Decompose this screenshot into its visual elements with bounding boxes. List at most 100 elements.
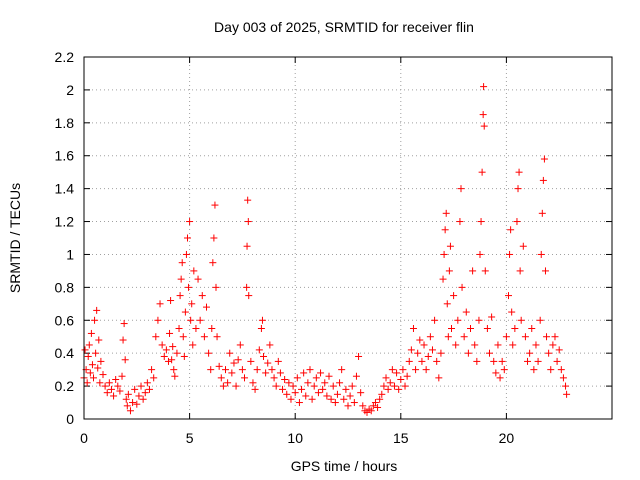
data-point <box>384 385 392 393</box>
data-point <box>283 390 291 398</box>
data-point <box>93 306 101 314</box>
data-point <box>367 407 375 415</box>
data-point <box>179 333 187 341</box>
data-point <box>123 402 131 410</box>
data-point <box>321 379 329 387</box>
y-tick-label: 2 <box>66 82 74 98</box>
data-point <box>333 390 341 398</box>
data-point <box>103 389 111 397</box>
data-point <box>213 333 221 341</box>
data-point <box>183 234 191 242</box>
y-tick-label: 1.2 <box>55 214 75 230</box>
data-point <box>175 325 183 332</box>
data-point <box>241 374 249 382</box>
data-point <box>388 366 396 374</box>
data-point <box>219 382 227 390</box>
y-tick-label: 1.8 <box>55 115 75 131</box>
data-point <box>539 176 547 184</box>
data-point <box>88 361 96 369</box>
x-tick-label: 5 <box>186 430 194 446</box>
data-point <box>440 250 448 258</box>
data-point <box>304 379 312 387</box>
data-point <box>84 352 92 360</box>
data-point <box>97 357 105 365</box>
data-point <box>317 369 325 377</box>
data-point <box>399 366 407 374</box>
data-point <box>538 209 546 217</box>
chart-title: Day 003 of 2025, SRMTID for receiver fli… <box>214 19 474 35</box>
data-point <box>118 372 126 380</box>
data-point <box>433 357 441 365</box>
data-point <box>439 275 447 283</box>
data-point <box>116 387 124 395</box>
data-point <box>447 325 455 332</box>
data-point <box>378 390 386 398</box>
data-point <box>243 283 251 291</box>
data-point <box>323 392 331 400</box>
data-point <box>152 333 160 341</box>
data-point <box>91 316 99 324</box>
data-point <box>457 185 465 193</box>
data-point <box>380 382 388 390</box>
data-point <box>532 341 540 349</box>
data-point <box>350 399 358 407</box>
data-point <box>287 395 295 403</box>
data-point <box>508 308 516 316</box>
data-point <box>158 341 166 349</box>
data-point <box>101 382 109 390</box>
data-point <box>336 379 344 387</box>
data-point <box>126 407 134 415</box>
data-point <box>329 382 337 390</box>
data-point <box>357 389 365 397</box>
data-point <box>185 283 193 291</box>
data-point <box>516 267 524 275</box>
data-point <box>121 356 129 364</box>
data-point <box>543 333 551 341</box>
data-point <box>426 333 434 341</box>
data-point <box>276 369 284 377</box>
data-point <box>443 300 451 308</box>
x-tick-label: 10 <box>287 430 303 446</box>
data-point <box>452 341 460 349</box>
data-point <box>553 357 561 365</box>
data-point <box>477 218 485 226</box>
data-point <box>99 371 107 379</box>
data-point <box>133 400 141 408</box>
data-point <box>215 362 223 370</box>
data-point <box>300 369 308 377</box>
data-point <box>478 168 486 176</box>
data-point <box>403 372 411 380</box>
data-point <box>319 385 327 393</box>
data-point <box>81 346 89 354</box>
data-point <box>86 369 94 377</box>
data-point <box>462 308 470 316</box>
x-tick-label: 0 <box>80 430 88 446</box>
data-point <box>230 359 238 367</box>
data-point <box>488 313 496 321</box>
data-point <box>209 259 217 267</box>
data-point <box>119 336 127 344</box>
data-point <box>348 382 356 390</box>
data-point <box>129 399 137 407</box>
data-point <box>295 399 303 407</box>
data-point <box>302 392 310 400</box>
data-point <box>87 329 95 337</box>
data-point <box>310 382 318 390</box>
y-axis-label: SRMTID / TECUs <box>7 183 23 293</box>
data-point <box>122 395 130 403</box>
data-point <box>514 185 522 193</box>
data-point <box>90 374 98 382</box>
data-point <box>150 374 158 382</box>
data-point <box>407 346 415 354</box>
data-point <box>521 333 529 341</box>
y-tick-label: 0 <box>66 411 74 427</box>
data-point <box>131 385 139 393</box>
data-point <box>168 356 176 364</box>
data-point <box>563 390 571 398</box>
data-point <box>234 356 242 364</box>
data-point <box>422 366 430 374</box>
data-point <box>344 402 352 410</box>
data-point <box>236 341 244 349</box>
data-point <box>502 333 510 341</box>
